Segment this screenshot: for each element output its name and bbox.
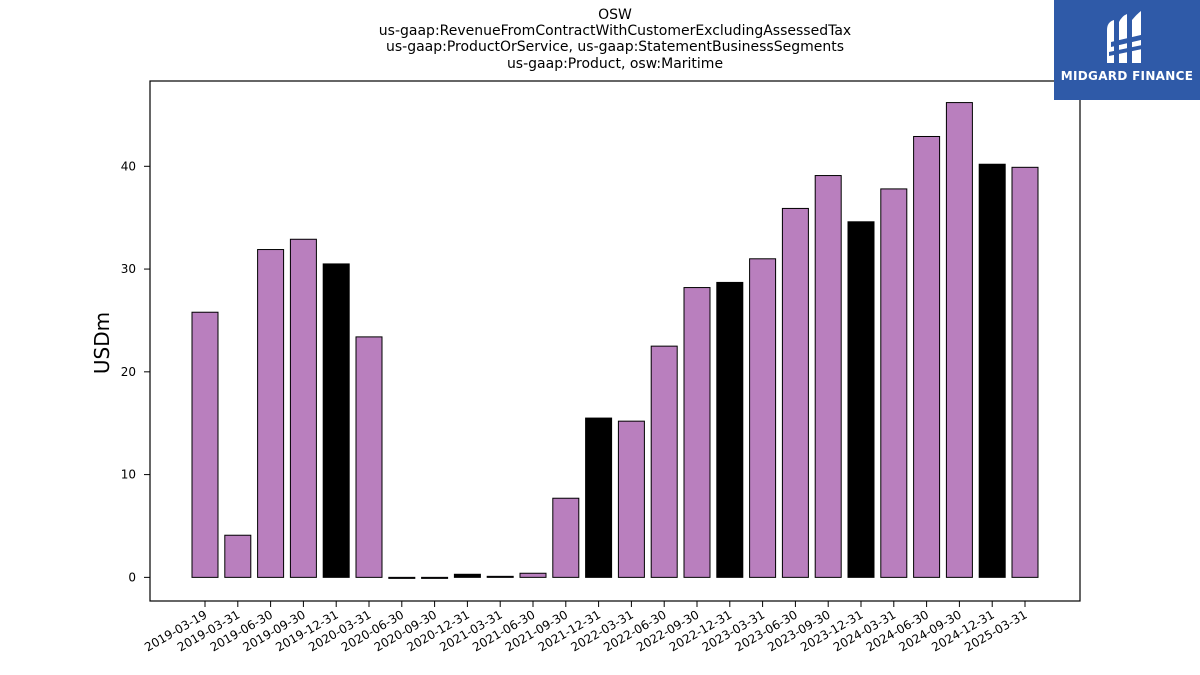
bar [224,534,252,578]
logo-text: MIDGARD FINANCE [1060,69,1194,83]
bar [978,163,1006,578]
bar [814,175,842,578]
bar [388,576,416,579]
chart-title-line-4: us-gaap:Product, osw:Maritime [506,56,724,72]
bar [289,238,317,578]
y-tick-label: 0 [128,570,136,584]
bar [781,207,809,578]
bar [322,263,350,578]
bar [191,311,219,578]
bar [519,572,547,578]
bar [355,336,383,578]
bar [716,281,744,578]
bar [1011,166,1039,578]
bar [650,345,678,578]
chart-title-line-3: us-gaap:ProductOrService, us-gaap:Statem… [385,39,844,55]
y-tick-label: 10 [121,468,136,482]
bar [552,497,580,578]
bar [617,420,645,578]
bar [486,575,514,578]
y-tick-label: 30 [121,262,136,276]
bar [453,573,481,578]
bar [913,135,941,578]
y-axis-label: USDm [90,312,114,374]
midgard-finance-logo: MIDGARD FINANCE [1054,0,1200,100]
bar [421,576,449,579]
bar [683,287,711,578]
bar [945,102,973,578]
plot-frame [149,80,1081,602]
bar [257,249,285,578]
bar [585,417,613,578]
midgard-logo-icon [1107,11,1147,63]
y-tick-label: 40 [121,159,136,173]
chart-title-line-1: OSW [598,7,632,23]
bar [847,221,875,578]
bar [749,258,777,578]
bar [880,188,908,578]
y-tick-label: 20 [121,365,136,379]
chart-title-line-2: us-gaap:RevenueFromContractWithCustomerE… [378,23,852,39]
